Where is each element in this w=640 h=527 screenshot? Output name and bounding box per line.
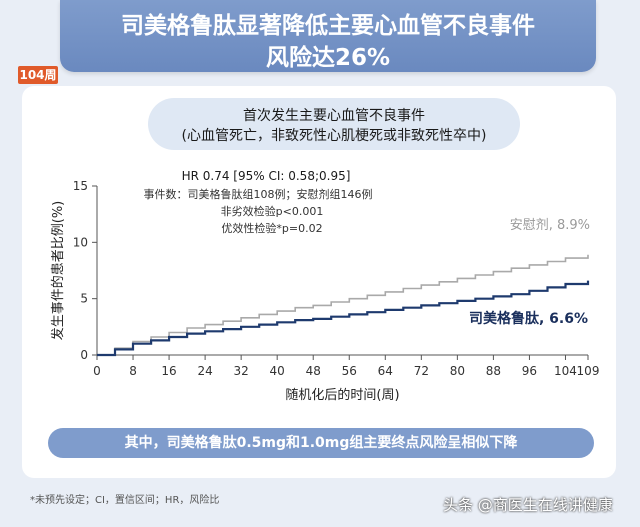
x-tick-label: 104 bbox=[554, 364, 577, 378]
superiority-text: 优效性检验*p=0.02 bbox=[221, 221, 322, 235]
series-line bbox=[97, 254, 589, 356]
hr-text: HR 0.74 [95% CI: 0.58;0.95] bbox=[182, 169, 351, 183]
series-end-label: 安慰剂, 8.9% bbox=[510, 218, 590, 233]
x-tick-label: 24 bbox=[197, 364, 212, 378]
noninferiority-text: 非劣效检验p<0.001 bbox=[221, 204, 324, 218]
y-tick-label: 15 bbox=[73, 179, 88, 193]
x-tick-label: 109 bbox=[577, 364, 600, 378]
x-tick-label: 48 bbox=[306, 364, 321, 378]
endpoint-line-1: 首次发生主要心血管不良事件 bbox=[243, 108, 425, 124]
x-tick-label: 0 bbox=[93, 364, 101, 378]
footer-bar: 其中，司美格鲁肽0.5mg和1.0mg组主要终点风险呈相似下降 bbox=[48, 428, 594, 458]
x-tick-label: 32 bbox=[234, 364, 249, 378]
watermark: 头条 @商医生在线讲健康 bbox=[443, 496, 613, 514]
y-tick-label: 10 bbox=[73, 235, 88, 249]
x-tick-label: 80 bbox=[450, 364, 465, 378]
chart-axes: 0 5 10 15 0 8 16 24 32 40 48 56 64 72 80 88 96 104 109 随机化后… bbox=[50, 179, 599, 403]
chart-labels: 安慰剂, 8.9% 司美格鲁肽, 6.6% bbox=[469, 218, 590, 327]
title-line-2: 风险达26% bbox=[265, 45, 391, 71]
series-line bbox=[97, 280, 590, 357]
x-tick-label: 88 bbox=[486, 364, 501, 378]
endpoint-line-2: (心血管死亡，非致死性心肌梗死或非致死性卒中) bbox=[181, 128, 487, 144]
chart-card bbox=[22, 86, 616, 478]
x-tick-label: 96 bbox=[522, 364, 537, 378]
events-text: 事件数：司美格鲁肽组108例；安慰剂组146例 bbox=[144, 187, 373, 201]
endpoint-pill: 首次发生主要心血管不良事件 (心血管死亡，非致死性心肌梗死或非致死性卒中) bbox=[148, 98, 520, 150]
y-tick-label: 5 bbox=[80, 292, 88, 306]
series-end-label: 司美格鲁肽, 6.6% bbox=[469, 310, 588, 327]
week-tag: 104周 bbox=[18, 66, 58, 84]
chart-curves bbox=[97, 254, 590, 357]
x-tick-label: 8 bbox=[129, 364, 137, 378]
x-tick-label: 40 bbox=[270, 364, 285, 378]
title-banner: 司美格鲁肽显著降低主要心血管不良事件 风险达26% bbox=[60, 0, 596, 72]
x-axis-label: 随机化后的时间(周) bbox=[285, 387, 399, 403]
footnote: *未预先设定；CI，置信区间；HR，风险比 bbox=[30, 495, 220, 506]
y-axis-label: 发生事件的患者比例(%) bbox=[50, 201, 66, 341]
title-line-1: 司美格鲁肽显著降低主要心血管不良事件 bbox=[121, 13, 535, 39]
x-tick-label: 64 bbox=[378, 364, 393, 378]
x-tick-label: 16 bbox=[161, 364, 176, 378]
x-tick-label: 56 bbox=[342, 364, 357, 378]
x-tick-label: 72 bbox=[414, 364, 429, 378]
y-tick-label: 0 bbox=[80, 348, 88, 362]
